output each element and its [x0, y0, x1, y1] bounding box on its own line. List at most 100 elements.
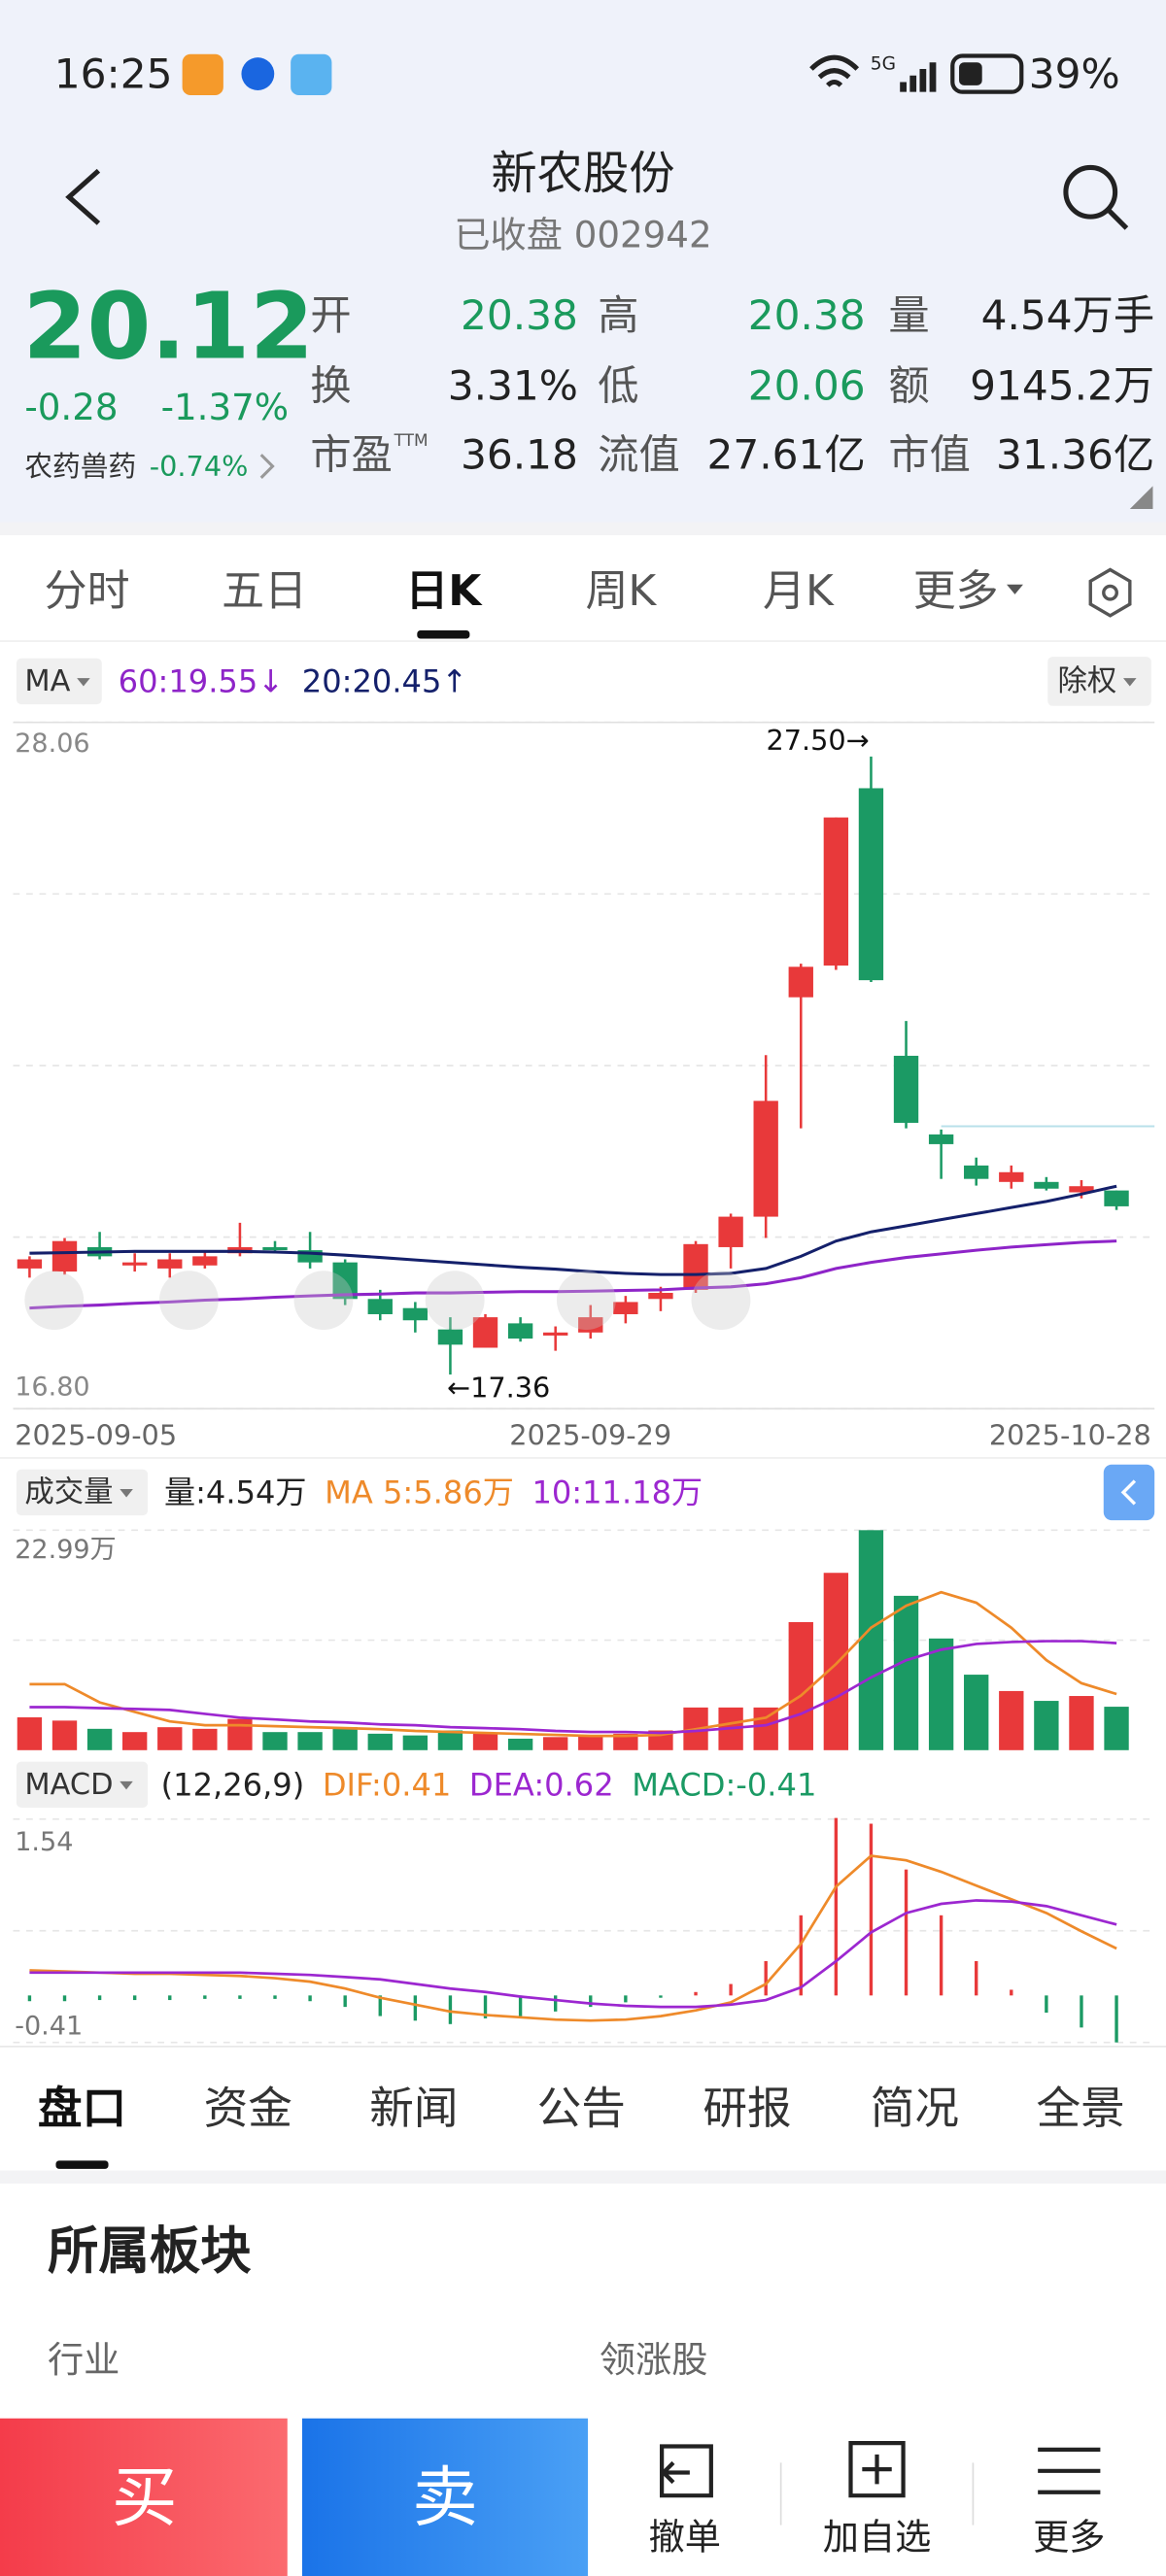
macd-bar: [203, 1995, 207, 1999]
macd-bar: [97, 1995, 102, 2001]
footer-action[interactable]: 更多: [1033, 2515, 1105, 2558]
stat-label: 开: [310, 291, 351, 339]
volume-bar: [999, 1690, 1024, 1750]
tab[interactable]: 分时: [45, 566, 130, 616]
indicator-selector[interactable]: [16, 1469, 149, 1516]
volume-bar: [1034, 1701, 1059, 1750]
app-icon: [241, 57, 275, 90]
tab[interactable]: 月K: [763, 566, 835, 616]
divider: [0, 522, 1166, 536]
add-icon: [848, 2440, 906, 2498]
y-tick-label: 28.06: [15, 729, 89, 759]
candle-body: [1034, 1181, 1059, 1189]
candle-body: [928, 1134, 954, 1144]
bottom-tab[interactable]: 研报: [703, 2083, 791, 2134]
volume-bar: [262, 1732, 288, 1750]
candle-body: [157, 1259, 183, 1269]
indicator-selector[interactable]: [16, 658, 102, 705]
back-button[interactable]: [65, 168, 101, 225]
macd-bar: [448, 1995, 453, 2024]
adjust-text: 除权: [1057, 664, 1116, 698]
volume-bar: [543, 1737, 568, 1750]
chart-control[interactable]: [556, 1271, 616, 1331]
candle-body: [753, 1101, 778, 1217]
macd-line: [29, 1854, 1117, 2022]
divider: [0, 640, 1166, 642]
bottom-tab[interactable]: 公告: [537, 2083, 626, 2134]
candle-body: [543, 1332, 568, 1336]
macd-bar: [764, 1960, 768, 1996]
tab[interactable]: 更多: [913, 566, 999, 616]
legend-item: MA 5:5.86万: [325, 1474, 514, 1510]
macd-bar: [168, 1995, 172, 2001]
sell-button[interactable]: [301, 2418, 589, 2576]
bottom-tab[interactable]: 简况: [871, 2083, 959, 2134]
legend-item: (12,26,9): [161, 1766, 305, 1803]
divider: [972, 2462, 975, 2525]
footer-action[interactable]: 加自选: [823, 2515, 932, 2558]
collapse-button[interactable]: [1103, 1464, 1155, 1521]
indicator-selector[interactable]: [16, 1761, 149, 1808]
tab-dropdown: [1007, 584, 1023, 594]
volume-bar: [157, 1727, 183, 1750]
tab-indicator: [417, 630, 470, 639]
cancel-icon: [660, 2444, 713, 2498]
macd-bar: [975, 1960, 978, 1996]
battery-level: [959, 62, 982, 85]
bottom-tab[interactable]: 资金: [204, 2083, 292, 2134]
chart-control[interactable]: [425, 1271, 485, 1331]
candle-body: [122, 1262, 148, 1266]
chart-control[interactable]: [691, 1271, 751, 1331]
macd-bar: [799, 1915, 803, 1996]
section-column: 行业: [48, 2338, 120, 2381]
macd-bar: [27, 1995, 32, 2002]
settings-button[interactable]: [1088, 567, 1132, 618]
tab[interactable]: 日K: [405, 566, 483, 616]
volume-bar: [507, 1738, 533, 1750]
bottom-tab[interactable]: 全景: [1036, 2083, 1124, 2134]
tab-indicator: [55, 2160, 109, 2169]
macd-line: [29, 1899, 1117, 2009]
search-button[interactable]: [1063, 164, 1118, 220]
candle-body: [964, 1165, 989, 1179]
candle-body: [999, 1171, 1024, 1182]
volume-bar: [1069, 1696, 1094, 1750]
section-column: 领涨股: [600, 2338, 708, 2381]
sector-change: -0.74%: [150, 450, 249, 483]
chart-control[interactable]: [293, 1271, 354, 1331]
candle-body: [1104, 1190, 1129, 1206]
bottom-tab[interactable]: 新闻: [369, 2083, 458, 2134]
dropdown: [120, 1489, 133, 1498]
buy-button[interactable]: [0, 2418, 288, 2576]
macd-bar: [238, 1995, 242, 1999]
indicator-selector-text: 成交量: [24, 1475, 113, 1509]
stock-title: 新农股份: [491, 148, 674, 201]
stat-value: 20.06: [748, 362, 866, 410]
divider: [0, 2046, 1166, 2048]
footer-action[interactable]: 撤单: [649, 2515, 721, 2558]
legend-item: DEA:0.62: [469, 1766, 614, 1803]
x-tick-label: 2025-10-28: [989, 1418, 1151, 1451]
volume-bar: [823, 1573, 849, 1750]
sector[interactable]: 农药兽药: [24, 450, 136, 483]
adjust-button[interactable]: [1047, 657, 1151, 706]
wifi-icon: [809, 54, 860, 87]
tab[interactable]: 五日: [222, 566, 307, 616]
candle-body: [823, 817, 849, 966]
app-icon: [291, 53, 332, 96]
volume-bar: [964, 1675, 989, 1750]
macd-bar: [483, 1995, 488, 2018]
macd-bar: [869, 1823, 874, 1996]
bottom-tab[interactable]: 盘口: [38, 2083, 126, 2134]
indicator-selector-text: MA: [24, 664, 70, 698]
stat-value: 9145.2万: [970, 362, 1154, 410]
volume-bar: [578, 1735, 603, 1750]
chart-control[interactable]: [158, 1271, 219, 1331]
tab[interactable]: 周K: [585, 566, 657, 616]
macd-bar: [694, 1991, 698, 1996]
candle-body: [262, 1246, 288, 1251]
chart-control[interactable]: [24, 1271, 85, 1331]
candle-body: [613, 1302, 638, 1314]
candle-body: [1069, 1186, 1094, 1193]
macd-bar: [518, 1995, 523, 2017]
